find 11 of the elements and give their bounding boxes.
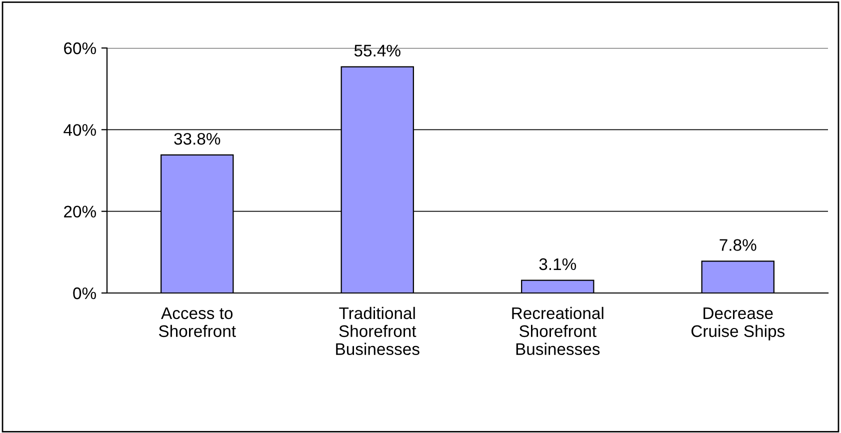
y-tick-label: 40% bbox=[64, 124, 96, 136]
data-label: 33.8% bbox=[174, 132, 220, 145]
x-tick-label: Access to Shorefront bbox=[158, 308, 236, 338]
y-tick-label: 60% bbox=[64, 42, 96, 54]
data-label: 7.8% bbox=[720, 239, 756, 251]
y-tick-label: 0% bbox=[73, 287, 96, 300]
x-tick-label: Recreational Shorefront Businesses bbox=[512, 306, 604, 356]
x-tick-label: Decrease Cruise Ships bbox=[691, 308, 785, 340]
y-tick-label: 20% bbox=[64, 206, 96, 218]
data-label: 3.1% bbox=[539, 258, 576, 270]
x-tick-label: Traditional Shorefront Businesses bbox=[336, 306, 420, 356]
